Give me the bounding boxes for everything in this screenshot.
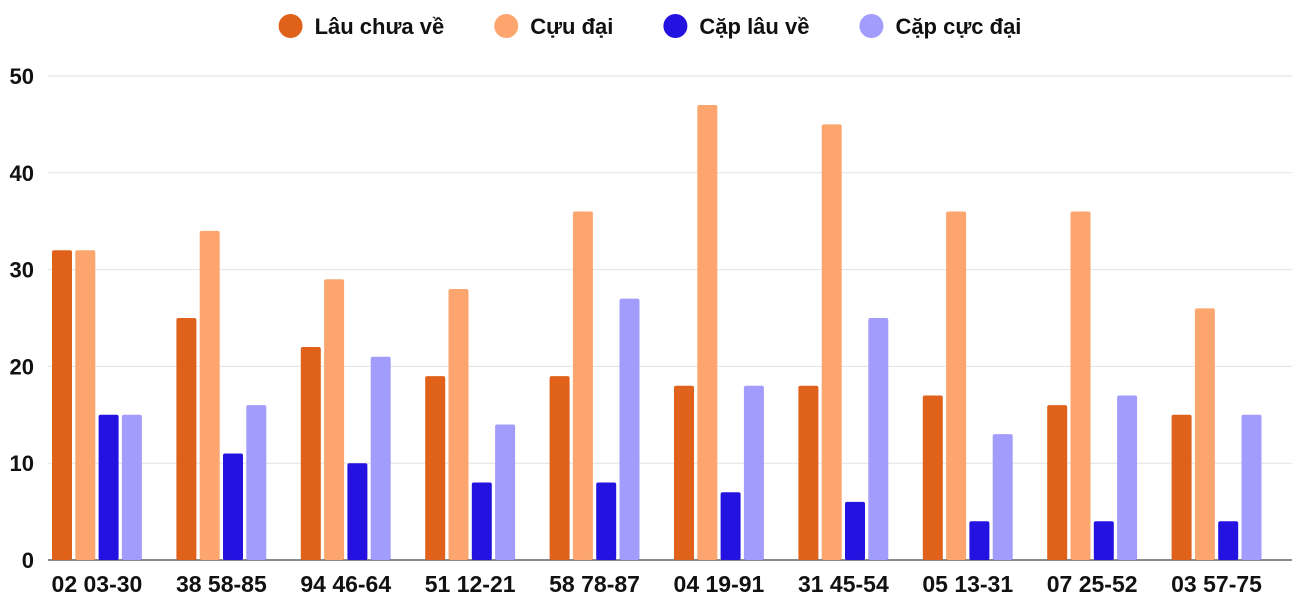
bar-cuu-dai-38-58-85 (199, 230, 220, 560)
x-tick-label: 04 19-91 (674, 571, 765, 597)
bar-cap-lau-ve-07-25-52 (1093, 521, 1114, 560)
bar-cap-lau-ve-02-03-30 (98, 414, 119, 560)
legend-marker (278, 14, 303, 38)
bar-lau-chua-ve-05-13-31 (922, 395, 943, 560)
bar-cap-cuc-dai-38-58-85 (246, 405, 267, 560)
bar-cuu-dai-94-46-64 (324, 279, 345, 560)
bars (52, 105, 1262, 561)
bar-lau-chua-ve-58-78-87 (549, 376, 570, 560)
y-tick-label: 10 (10, 451, 34, 476)
legend-marker (494, 14, 519, 38)
bar-cap-lau-ve-94-46-64 (347, 463, 368, 560)
y-tick-label: 20 (10, 354, 34, 379)
legend-marker (663, 14, 688, 38)
bar-lau-chua-ve-07-25-52 (1047, 405, 1068, 560)
bar-lau-chua-ve-51-12-21 (425, 376, 446, 560)
bar-lau-chua-ve-04-19-91 (674, 385, 694, 560)
legend-item-cap-cuc-dai: Cặp cực đại (859, 14, 1021, 39)
y-tick-label: 30 (10, 258, 34, 283)
bar-cuu-dai-02-03-30 (75, 250, 96, 561)
x-tick-label: 07 25-52 (1047, 571, 1138, 597)
legend-label: Cặp lâu về (699, 14, 809, 39)
bar-cap-cuc-dai-94-46-64 (370, 356, 391, 560)
bar-cap-lau-ve-31-45-54 (845, 501, 865, 560)
bar-lau-chua-ve-94-46-64 (300, 347, 321, 560)
legend-label: Cựu đại (530, 14, 613, 39)
bar-lau-chua-ve-02-03-30 (52, 250, 72, 561)
bar-cap-cuc-dai-02-03-30 (121, 414, 142, 560)
bar-cap-cuc-dai-51-12-21 (495, 424, 516, 560)
bar-cap-cuc-dai-05-13-31 (992, 434, 1013, 560)
bar-cuu-dai-07-25-52 (1070, 211, 1091, 560)
bar-cap-cuc-dai-03-57-75 (1241, 414, 1262, 560)
bar-cap-cuc-dai-04-19-91 (743, 385, 764, 560)
bar-lau-chua-ve-03-57-75 (1171, 414, 1192, 560)
legend-marker (859, 14, 884, 38)
legend: Lâu chưa về Cựu đại Cặp lâu về Cặp cực đại (278, 14, 1021, 39)
legend-label: Cặp cực đại (895, 14, 1021, 39)
bar-cuu-dai-51-12-21 (448, 288, 469, 560)
x-tick-label: 31 45-54 (798, 571, 889, 597)
bar-cap-lau-ve-03-57-75 (1218, 521, 1239, 560)
bar-cap-lau-ve-38-58-85 (223, 453, 243, 560)
bar-cuu-dai-05-13-31 (946, 211, 967, 560)
bar-lau-chua-ve-31-45-54 (798, 385, 819, 560)
bar-cap-lau-ve-58-78-87 (596, 482, 617, 560)
bar-cuu-dai-58-78-87 (572, 211, 593, 560)
legend-item-cap-lau-ve: Cặp lâu về (663, 14, 809, 39)
legend-item-cuu-dai: Cựu đại (494, 14, 613, 39)
legend-item-lau-chua-ve: Lâu chưa về (278, 14, 445, 39)
y-tick-label: 0 (22, 548, 34, 573)
x-tick-label: 51 12-21 (425, 571, 516, 597)
bar-cuu-dai-04-19-91 (697, 105, 718, 560)
x-tick-label: 03 57-75 (1171, 571, 1262, 597)
bar-cuu-dai-03-57-75 (1194, 308, 1215, 560)
bar-cuu-dai-31-45-54 (821, 124, 842, 561)
bar-cap-lau-ve-51-12-21 (471, 482, 492, 560)
x-tick-label: 05 13-31 (922, 571, 1013, 597)
x-tick-label: 38 58-85 (176, 571, 267, 597)
bar-cap-cuc-dai-58-78-87 (619, 298, 640, 560)
bar-cap-cuc-dai-07-25-52 (1117, 395, 1138, 560)
bar-cap-lau-ve-05-13-31 (969, 521, 990, 560)
bar-lau-chua-ve-38-58-85 (176, 318, 197, 560)
y-tick-label: 50 (10, 64, 34, 89)
y-tick-label: 40 (10, 161, 34, 186)
legend-label: Lâu chưa về (315, 14, 445, 39)
x-tick-label: 02 03-30 (52, 571, 143, 597)
bar-cap-lau-ve-04-19-91 (720, 492, 741, 560)
y-axis-ticks: 0 10 20 30 40 50 (10, 64, 34, 573)
x-tick-label: 94 46-64 (300, 571, 391, 597)
x-tick-label: 58 78-87 (549, 571, 640, 597)
bar-cap-cuc-dai-31-45-54 (868, 318, 889, 560)
x-axis-ticks: 02 03-30 38 58-85 94 46-64 51 12-21 58 78-87… (52, 571, 1263, 597)
